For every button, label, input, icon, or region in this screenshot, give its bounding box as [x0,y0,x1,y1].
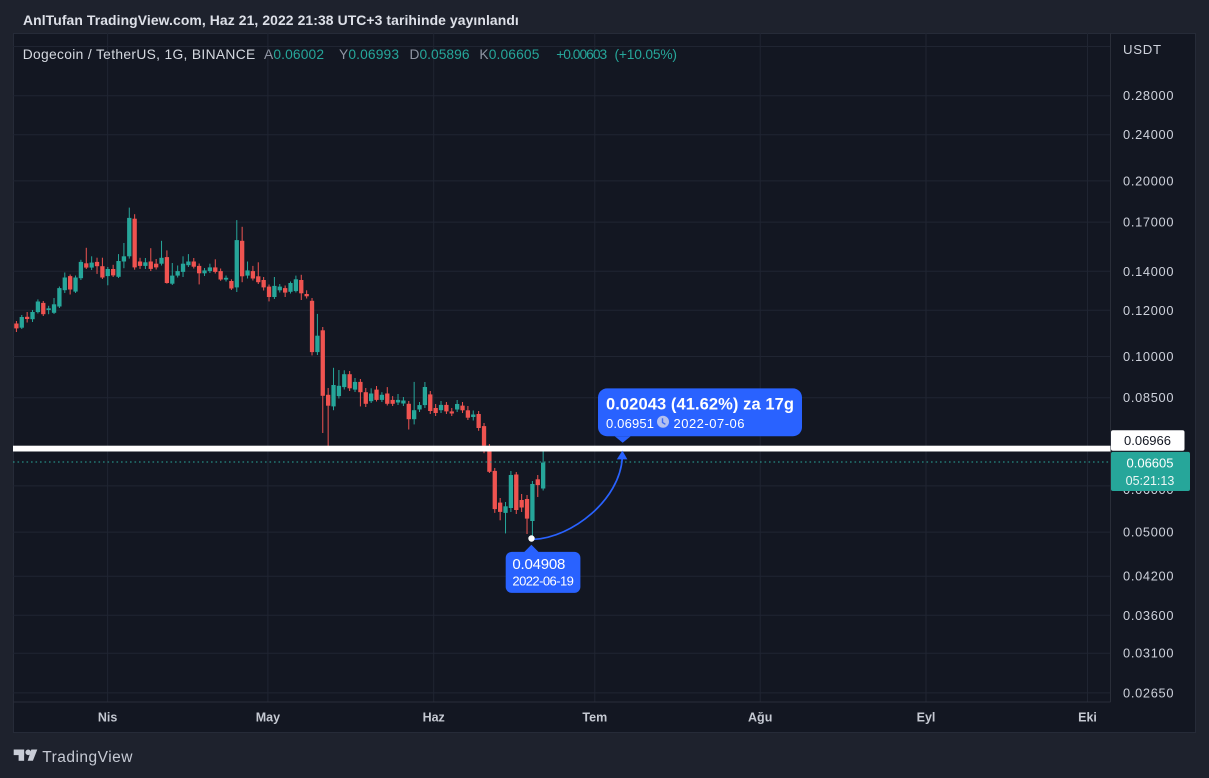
svg-text:Haz: Haz [423,711,445,725]
svg-text:0.17000: 0.17000 [1123,215,1174,230]
svg-text:2022-07-06: 2022-07-06 [674,416,745,431]
svg-text:Dogecoin / TetherUS, 1G, BINAN: Dogecoin / TetherUS, 1G, BINANCE [23,47,256,62]
svg-text:0.02043 (41.62%) za 17g: 0.02043 (41.62%) za 17g [606,395,794,413]
svg-text:Eyl: Eyl [917,711,936,725]
svg-text:D0.05896: D0.05896 [410,47,470,62]
svg-text:(+10.05%): (+10.05%) [615,47,678,62]
svg-text:0.05000: 0.05000 [1123,525,1174,540]
svg-text:Ağu: Ağu [748,711,772,725]
svg-text:USDT: USDT [1123,42,1162,57]
svg-text:0.10000: 0.10000 [1123,349,1174,364]
svg-text:0.04200: 0.04200 [1123,569,1174,584]
svg-text:0.12000: 0.12000 [1123,303,1174,318]
svg-text:0.08500: 0.08500 [1123,390,1174,405]
svg-text:Eki: Eki [1078,711,1097,725]
svg-text:Tem: Tem [582,711,607,725]
svg-text:0.06605: 0.06605 [1127,455,1174,470]
svg-text:0.24000: 0.24000 [1123,127,1174,142]
svg-text:0.03100: 0.03100 [1123,646,1174,661]
svg-text:05:21:13: 05:21:13 [1126,474,1175,488]
svg-text:0.02650: 0.02650 [1123,685,1174,700]
svg-text:Y0.06993: Y0.06993 [339,47,399,62]
svg-text:0.03600: 0.03600 [1123,608,1174,623]
svg-text:2022-06-19: 2022-06-19 [512,573,574,588]
svg-text:+0.00603: +0.00603 [556,47,607,62]
svg-text:TradingView: TradingView [42,749,133,766]
svg-text:Nis: Nis [98,711,118,725]
svg-text:0.28000: 0.28000 [1123,88,1174,103]
svg-text:0.06966: 0.06966 [1124,433,1171,448]
svg-text:0.14000: 0.14000 [1123,264,1174,279]
svg-text:A0.06002: A0.06002 [264,47,324,62]
svg-text:May: May [256,711,280,725]
svg-text:0.04908: 0.04908 [512,556,565,573]
svg-text:0.20000: 0.20000 [1123,173,1174,188]
svg-text:K0.06605: K0.06605 [479,47,539,62]
svg-text:0.06951: 0.06951 [606,416,654,431]
